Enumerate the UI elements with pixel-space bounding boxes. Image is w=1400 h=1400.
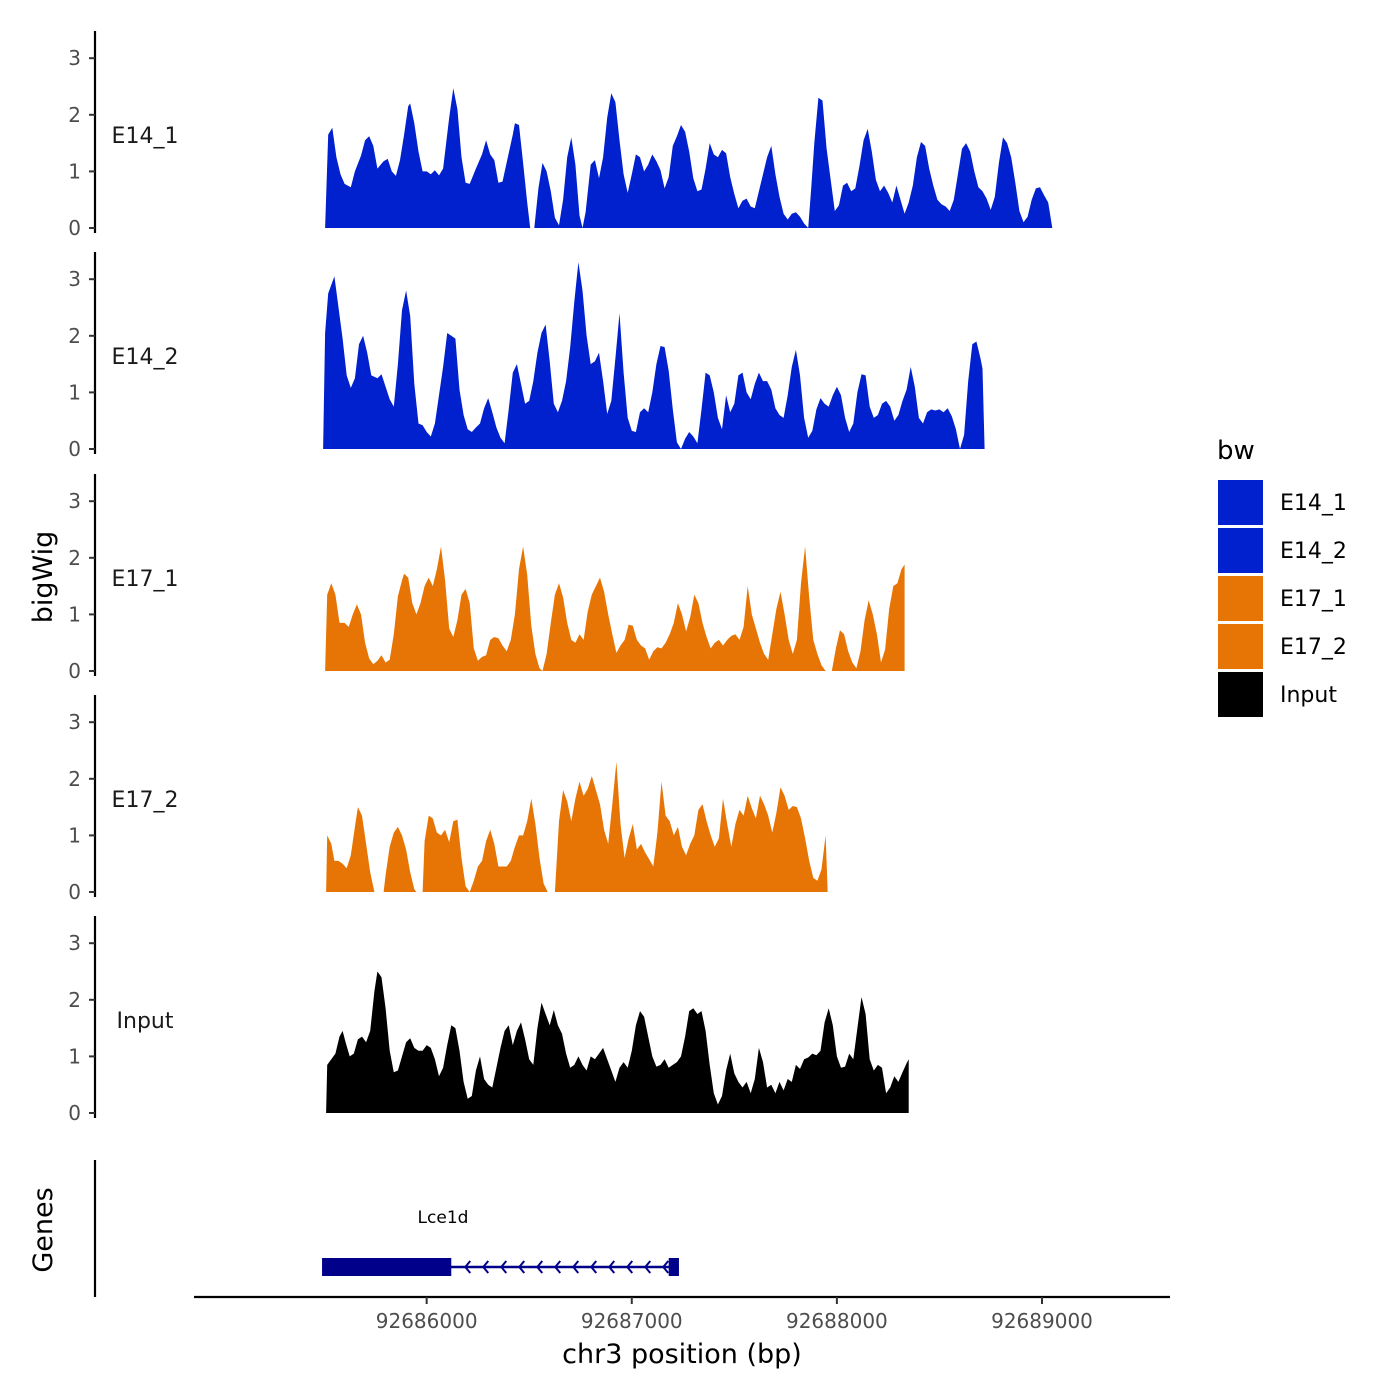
strand-arrow (643, 1260, 652, 1274)
track-panels: 0 1 2 3 E14_1 0 1 2 3 E14_2 0 1 2 3 E17_1 0 1 2 3 E17_2 0 1 2 3… (68, 31, 1083, 1125)
strand-arrow (481, 1260, 490, 1274)
gene-panel-title: Genes (28, 1187, 59, 1272)
y-tick-label: 1 (68, 380, 81, 404)
x-tick-label: 92688000 (786, 1309, 888, 1333)
signal-area (325, 88, 1083, 228)
y-tick-label: 2 (68, 103, 81, 127)
x-tick-label: 92687000 (581, 1309, 683, 1333)
strand-arrow (553, 1260, 562, 1274)
y-tick-label: 0 (68, 880, 81, 904)
strand-arrow (625, 1260, 634, 1274)
track-e14-1: 0 1 2 3 E14_1 (68, 31, 1083, 240)
legend-swatch (1218, 528, 1263, 573)
gene-name-label: Lce1d (418, 1208, 469, 1228)
track-input: 0 1 2 3 Input (68, 916, 1083, 1125)
signal-area (325, 546, 1083, 671)
y-tick-label: 3 (68, 710, 81, 734)
legend-entry-input: Input (1218, 672, 1337, 717)
strand-arrow (661, 1260, 670, 1274)
y-tick-label: 0 (68, 659, 81, 683)
legend-label: E14_2 (1280, 539, 1347, 564)
legend-entry-e14-2: E14_2 (1218, 528, 1347, 573)
y-tick-label: 2 (68, 767, 81, 791)
track-label: E17_2 (112, 788, 179, 813)
legend-swatch (1218, 672, 1263, 717)
gene-exon (322, 1258, 452, 1276)
legend-entry-e17-1: E17_1 (1218, 576, 1347, 621)
y-tick-label: 2 (68, 546, 81, 570)
y-tick-label: 1 (68, 159, 81, 183)
strand-arrow (535, 1260, 544, 1274)
track-e14-2: 0 1 2 3 E14_2 (68, 252, 1083, 461)
strand-arrow (589, 1260, 598, 1274)
track-label: E14_2 (112, 345, 179, 370)
y-tick-label: 0 (68, 216, 81, 240)
gene-exon (668, 1258, 679, 1276)
track-e17-1: 0 1 2 3 E17_1 (68, 474, 1083, 683)
legend-label: E17_1 (1280, 587, 1347, 612)
signal-area (326, 971, 1083, 1113)
legend-title: bw (1217, 436, 1255, 466)
legend: bw E14_1 E14_2 E17_1 E17_2 Input (1217, 436, 1347, 717)
x-tick-label: 92686000 (376, 1309, 478, 1333)
strand-arrow (517, 1260, 526, 1274)
legend-entry-e14-1: E14_1 (1218, 480, 1347, 525)
legend-label: Input (1280, 683, 1337, 708)
legend-entry-e17-2: E17_2 (1218, 624, 1347, 669)
strand-arrow (499, 1260, 508, 1274)
strand-arrow (571, 1260, 580, 1274)
legend-swatch (1218, 576, 1263, 621)
y-tick-label: 0 (68, 1101, 81, 1125)
x-axis-title: chr3 position (bp) (562, 1339, 802, 1370)
y-tick-label: 2 (68, 988, 81, 1012)
track-label: E14_1 (112, 124, 179, 149)
y-tick-label: 3 (68, 46, 81, 70)
track-e17-2: 0 1 2 3 E17_2 (68, 695, 1083, 904)
legend-swatch (1218, 624, 1263, 669)
signal-area (323, 262, 1083, 449)
strand-arrow (607, 1260, 616, 1274)
y-tick-label: 3 (68, 489, 81, 513)
y-tick-label: 3 (68, 931, 81, 955)
y-tick-label: 1 (68, 823, 81, 847)
track-label: E17_1 (112, 567, 179, 592)
legend-label: E14_1 (1280, 491, 1347, 516)
x-tick-label: 92689000 (991, 1309, 1093, 1333)
strand-arrow (463, 1260, 472, 1274)
y-axis-title: bigWig (28, 531, 59, 624)
legend-label: E17_2 (1280, 635, 1347, 660)
x-axis: 92686000 92687000 92688000 92689000 (194, 1295, 1170, 1333)
signal-area (326, 761, 1083, 892)
y-tick-label: 0 (68, 437, 81, 461)
track-label: Input (117, 1009, 174, 1034)
legend-swatch (1218, 480, 1263, 525)
y-tick-label: 2 (68, 324, 81, 348)
gene-panel: Lce1d (93, 1160, 679, 1297)
y-tick-label: 1 (68, 1044, 81, 1068)
y-tick-label: 1 (68, 602, 81, 626)
y-tick-label: 3 (68, 267, 81, 291)
